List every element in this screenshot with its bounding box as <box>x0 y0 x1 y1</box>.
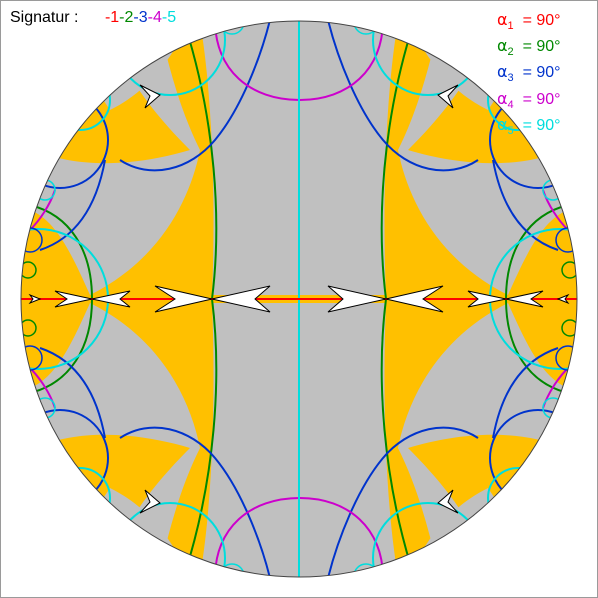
angle-value: = 90° <box>522 64 561 82</box>
angle-value: = 90° <box>522 12 561 29</box>
angle-value: = 90° <box>522 116 561 134</box>
alpha-symbol: α <box>497 10 508 29</box>
angle-index: 3 <box>507 72 514 85</box>
angle-row-1: α1 = 90° <box>497 10 561 36</box>
signature-label: Signatur : -1-2-3-4-5 <box>10 9 176 27</box>
angle-index: 1 <box>507 20 514 33</box>
signature-sequence: -1-2-3-4-5 <box>105 9 176 26</box>
arrow-motifs <box>28 84 570 514</box>
angle-index: 2 <box>507 46 514 59</box>
alpha-symbol: α <box>497 36 508 56</box>
angle-row-4: α4 = 90° <box>497 89 561 115</box>
signature-token-2: -2 <box>119 9 134 26</box>
signature-token-1: -1 <box>104 9 120 26</box>
angle-value: = 90° <box>522 38 561 56</box>
alpha-symbol: α <box>497 88 508 108</box>
angle-index: 4 <box>507 98 514 111</box>
disk-boundary <box>20 20 578 578</box>
signature-title: Signatur : <box>10 9 79 26</box>
angle-row-2: α2 = 90° <box>497 36 561 62</box>
signature-token-4: -4 <box>147 9 162 26</box>
alpha-symbol: α <box>497 62 508 82</box>
angle-index: 5 <box>507 124 514 137</box>
angle-value: = 90° <box>522 90 561 108</box>
alpha-symbol: α <box>497 114 508 134</box>
angle-legend: α1 = 90° α2 = 90° α3 = 90° α4 = 90° α5 =… <box>497 10 561 141</box>
signature-token-5: -5 <box>161 9 177 26</box>
angle-row-3: α3 = 90° <box>497 62 561 88</box>
signature-token-3: -3 <box>133 9 148 26</box>
angle-row-5: α5 = 90° <box>497 115 561 141</box>
